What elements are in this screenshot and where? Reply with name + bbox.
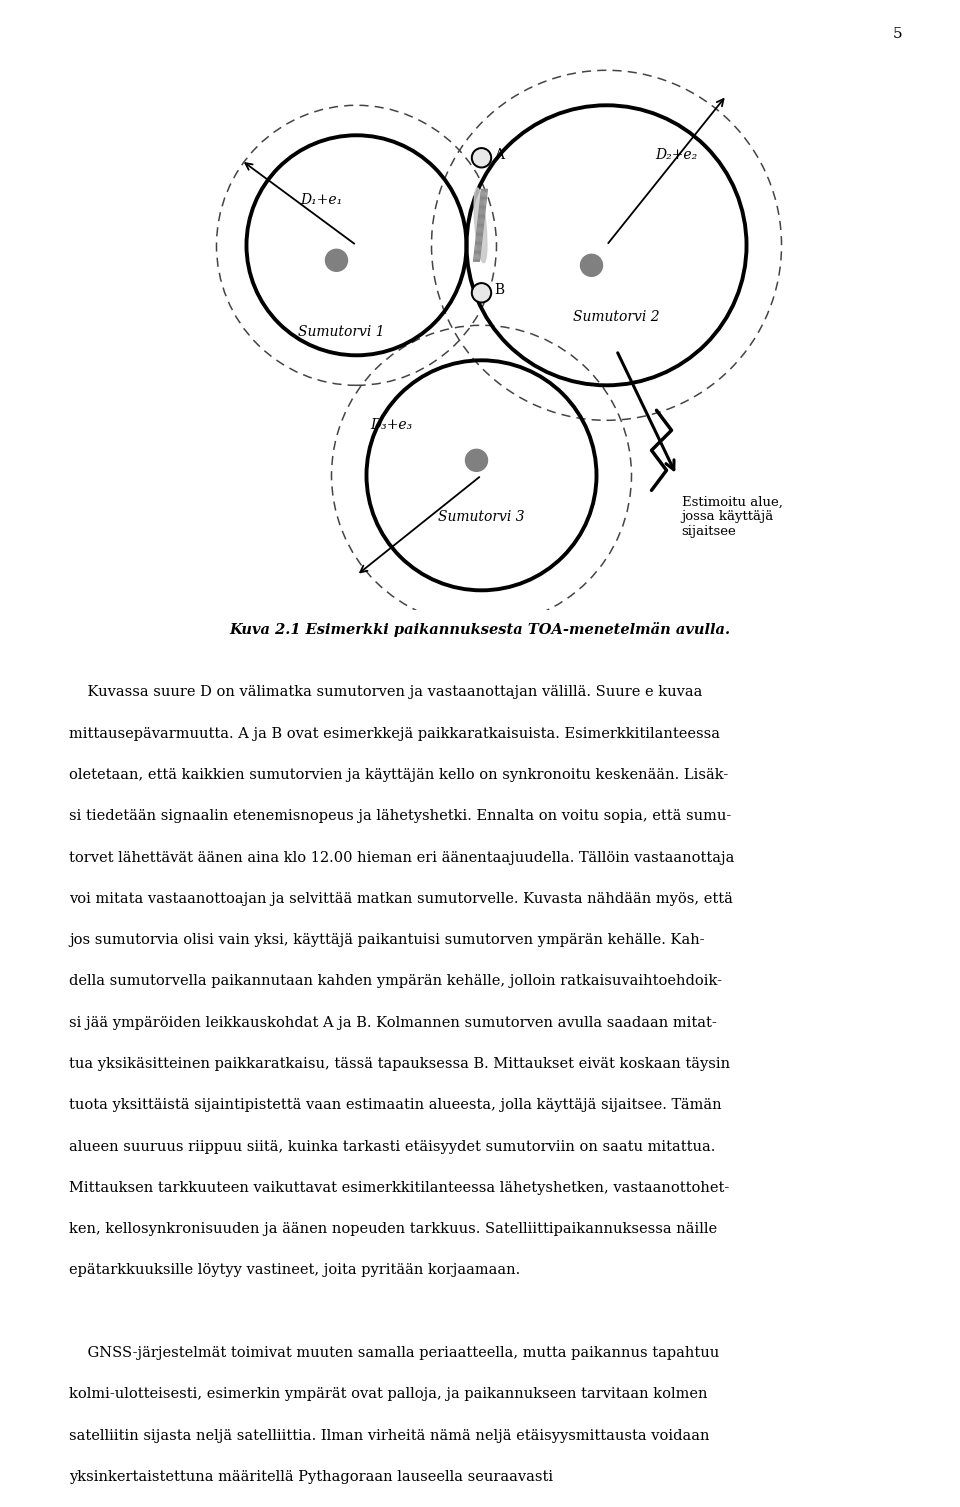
Text: torvet lähettävät äänen aina klo 12.00 hieman eri äänentaajuudella. Tällöin vast: torvet lähettävät äänen aina klo 12.00 h… [69, 850, 734, 865]
Text: B: B [494, 283, 504, 297]
Text: si tiedetään signaalin etenemisnopeus ja lähetyshetki. Ennalta on voitu sopia, e: si tiedetään signaalin etenemisnopeus ja… [69, 809, 732, 823]
Text: D₃+e₃: D₃+e₃ [371, 419, 413, 433]
Text: satelliitin sijasta neljä satelliittia. Ilman virheitä nämä neljä etäisyysmittau: satelliitin sijasta neljä satelliittia. … [69, 1429, 709, 1442]
Text: D₂+e₂: D₂+e₂ [656, 148, 698, 163]
Text: mittausepävarmuutta. A ja B ovat esimerkkejä paikkaratkaisuista. Esimerkkitilant: mittausepävarmuutta. A ja B ovat esimerk… [69, 726, 720, 740]
Circle shape [473, 285, 490, 301]
Text: oletetaan, että kaikkien sumutorvien ja käyttäjän kello on synkronoitu keskenään: oletetaan, että kaikkien sumutorvien ja … [69, 769, 729, 782]
Text: si jää ympäröiden leikkauskohdat A ja B. Kolmannen sumutorven avulla saadaan mit: si jää ympäröiden leikkauskohdat A ja B.… [69, 1016, 717, 1029]
Text: alueen suuruus riippuu siitä, kuinka tarkasti etäisyydet sumutorviin on saatu mi: alueen suuruus riippuu siitä, kuinka tar… [69, 1139, 715, 1153]
Text: tuota yksittäistä sijaintipistettä vaan estimaatin alueesta, jolla käyttäjä sija: tuota yksittäistä sijaintipistettä vaan … [69, 1099, 722, 1112]
Text: A: A [494, 148, 504, 163]
Ellipse shape [474, 188, 487, 262]
Text: Kuvassa suure D on välimatka sumutorven ja vastaanottajan välillä. Suure e kuvaa: Kuvassa suure D on välimatka sumutorven … [69, 686, 703, 699]
Circle shape [466, 449, 488, 472]
Text: kolmi-ulotteisesti, esimerkin ympärät ovat palloja, ja paikannukseen tarvitaan k: kolmi-ulotteisesti, esimerkin ympärät ov… [69, 1388, 708, 1402]
Text: Kuva 2.1 Esimerkki paikannuksesta TOA-menetelmän avulla.: Kuva 2.1 Esimerkki paikannuksesta TOA-me… [229, 622, 731, 636]
Text: GNSS-järjestelmät toimivat muuten samalla periaatteella, mutta paikannus tapahtu: GNSS-järjestelmät toimivat muuten samall… [69, 1346, 719, 1361]
Text: jos sumutorvia olisi vain yksi, käyttäjä paikantuisi sumutorven ympärän kehälle.: jos sumutorvia olisi vain yksi, käyttäjä… [69, 933, 705, 946]
Circle shape [581, 255, 603, 276]
Text: D₁+e₁: D₁+e₁ [300, 193, 343, 208]
Text: epätarkkuuksille löytyy vastineet, joita pyritään korjaamaan.: epätarkkuuksille löytyy vastineet, joita… [69, 1263, 520, 1278]
Text: Sumutorvi 3: Sumutorvi 3 [438, 511, 525, 524]
Text: tua yksikäsitteinen paikkaratkaisu, tässä tapauksessa B. Mittaukset eivät koskaa: tua yksikäsitteinen paikkaratkaisu, täss… [69, 1056, 731, 1071]
Text: 5: 5 [893, 27, 902, 41]
Text: della sumutorvella paikannutaan kahden ympärän kehälle, jolloin ratkaisuvaihtoeh: della sumutorvella paikannutaan kahden y… [69, 975, 722, 989]
Circle shape [471, 283, 492, 303]
Circle shape [473, 149, 490, 166]
Circle shape [325, 249, 348, 271]
Text: Mittauksen tarkkuuteen vaikuttavat esimerkkitilanteessa lähetyshetken, vastaanot: Mittauksen tarkkuuteen vaikuttavat esime… [69, 1181, 730, 1195]
Text: voi mitata vastaanottoajan ja selvittää matkan sumutorvelle. Kuvasta nähdään myö: voi mitata vastaanottoajan ja selvittää … [69, 892, 733, 906]
Circle shape [471, 148, 492, 167]
Text: yksinkertaistettuna määritellä Pythagoraan lauseella seuraavasti: yksinkertaistettuna määritellä Pythagora… [69, 1469, 553, 1484]
Text: Sumutorvi 1: Sumutorvi 1 [299, 326, 385, 339]
Text: Estimoitu alue,
jossa käyttäjä
sijaitsee: Estimoitu alue, jossa käyttäjä sijaitsee [682, 496, 782, 538]
Text: Sumutorvi 2: Sumutorvi 2 [573, 310, 660, 324]
Text: ken, kellosynkronisuuden ja äänen nopeuden tarkkuus. Satelliittipaikannuksessa n: ken, kellosynkronisuuden ja äänen nopeud… [69, 1222, 717, 1236]
